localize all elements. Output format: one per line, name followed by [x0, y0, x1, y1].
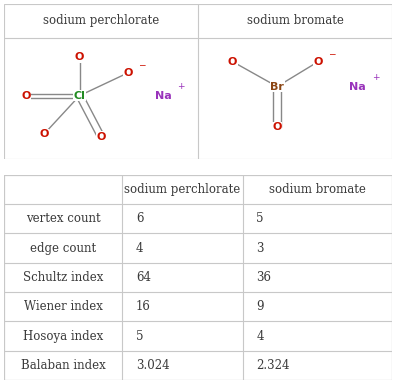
Text: O: O: [39, 129, 49, 139]
Text: O: O: [21, 91, 31, 101]
Text: 4: 4: [136, 242, 143, 255]
Text: 64: 64: [136, 271, 151, 284]
Text: 16: 16: [136, 300, 151, 313]
Text: Na: Na: [349, 81, 366, 91]
Text: Cl: Cl: [74, 91, 86, 101]
Text: Balaban index: Balaban index: [21, 359, 105, 372]
Text: +: +: [371, 73, 379, 82]
Text: Br: Br: [270, 81, 284, 91]
Text: 4: 4: [256, 329, 264, 343]
Text: −: −: [137, 61, 145, 70]
Text: Schultz index: Schultz index: [23, 271, 103, 284]
Text: 36: 36: [256, 271, 271, 284]
Text: Hosoya index: Hosoya index: [23, 329, 103, 343]
Text: 5: 5: [136, 329, 143, 343]
Text: vertex count: vertex count: [26, 212, 101, 225]
Text: 9: 9: [256, 300, 264, 313]
Text: O: O: [272, 122, 282, 132]
Text: −: −: [328, 49, 335, 58]
Text: +: +: [177, 82, 185, 91]
Text: 5: 5: [256, 212, 264, 225]
Text: sodium bromate: sodium bromate: [247, 15, 343, 27]
Text: sodium perchlorate: sodium perchlorate: [124, 183, 241, 196]
Text: sodium perchlorate: sodium perchlorate: [43, 15, 159, 27]
Text: O: O: [75, 52, 84, 62]
Text: edge count: edge count: [30, 242, 96, 255]
Text: O: O: [96, 132, 106, 142]
Text: O: O: [228, 56, 237, 66]
Text: 2.324: 2.324: [256, 359, 290, 372]
Text: O: O: [123, 68, 132, 78]
Text: sodium bromate: sodium bromate: [269, 183, 366, 196]
Text: 3: 3: [256, 242, 264, 255]
Text: 3.024: 3.024: [136, 359, 169, 372]
Text: 6: 6: [136, 212, 143, 225]
Text: Na: Na: [155, 91, 172, 101]
Text: O: O: [314, 56, 323, 66]
Text: Wiener index: Wiener index: [24, 300, 103, 313]
